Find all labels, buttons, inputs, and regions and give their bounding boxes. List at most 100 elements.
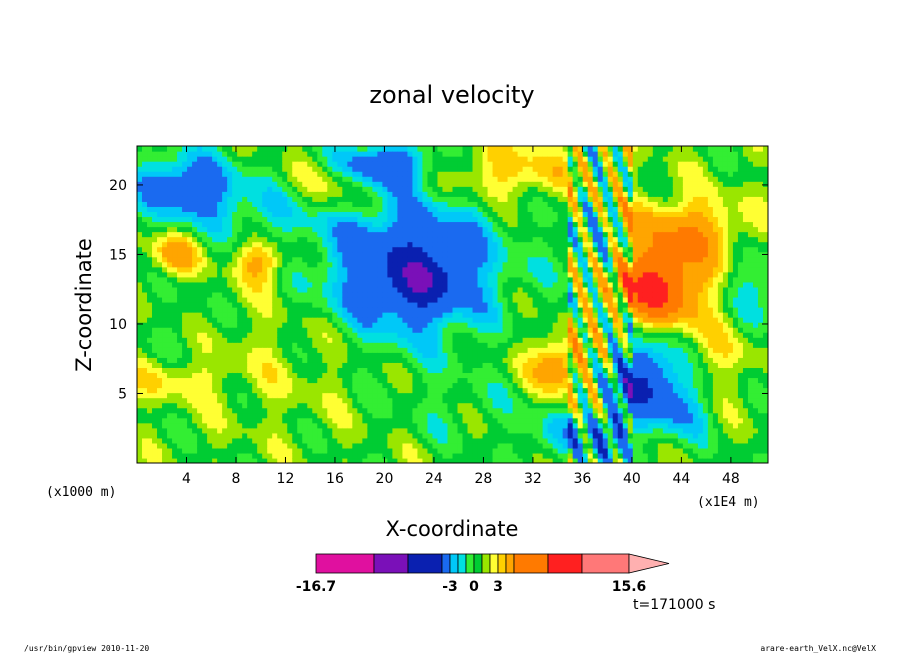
field-cell <box>172 271 178 278</box>
field-cell <box>477 307 484 313</box>
field-cell <box>492 181 499 187</box>
field-cell <box>212 211 218 218</box>
field-cell <box>192 307 198 313</box>
field-cell <box>147 332 153 338</box>
field-cell <box>137 342 143 348</box>
field-cell <box>322 236 328 243</box>
field-cell <box>377 452 383 459</box>
field-cell <box>172 422 178 429</box>
field-cell <box>502 166 509 172</box>
field-cell <box>297 337 303 343</box>
field-cell <box>202 216 208 223</box>
field-cell <box>362 231 368 238</box>
field-cell <box>357 407 363 414</box>
field-cell <box>512 457 519 463</box>
field-cell <box>487 317 494 323</box>
field-cell <box>262 276 268 283</box>
field-cell <box>137 367 143 374</box>
field-cell <box>407 387 414 394</box>
field-cell <box>337 261 343 268</box>
field-cell <box>142 372 148 379</box>
field-cell <box>192 146 198 152</box>
field-cell <box>302 442 308 449</box>
field-cell <box>287 437 293 444</box>
field-cell <box>197 387 203 394</box>
field-cell <box>477 332 484 338</box>
field-cell <box>207 422 213 429</box>
field-cell <box>337 151 343 157</box>
field-cell <box>402 236 409 243</box>
field-cell <box>467 382 474 389</box>
field-cell <box>292 412 298 419</box>
field-cell <box>317 301 323 308</box>
field-cell <box>497 412 504 419</box>
field-cell <box>207 256 213 263</box>
field-cell <box>232 156 238 162</box>
field-cell <box>432 221 439 228</box>
field-cell <box>357 211 363 218</box>
field-cell <box>252 201 258 207</box>
field-cell <box>177 412 183 419</box>
field-cell <box>492 231 499 238</box>
field-cell <box>267 397 273 404</box>
field-cell <box>422 427 429 434</box>
field-cell <box>427 452 434 459</box>
field-cell <box>447 357 454 363</box>
field-cell <box>367 347 373 353</box>
field-cell <box>197 377 203 384</box>
field-cell <box>157 236 163 243</box>
field-cell <box>307 307 313 313</box>
field-cell <box>487 281 494 288</box>
field-cell <box>427 196 434 202</box>
field-cell <box>152 271 158 278</box>
field-cell <box>337 276 343 283</box>
field-cell <box>457 206 464 213</box>
field-cell <box>237 452 243 459</box>
field-cell <box>177 452 183 459</box>
field-cell <box>147 256 153 263</box>
field-cell <box>467 422 474 429</box>
field-cell <box>527 457 534 463</box>
field-cell <box>527 432 534 439</box>
field-cell <box>452 422 459 429</box>
field-cell <box>527 367 534 374</box>
field-cell <box>417 256 424 263</box>
field-cell <box>402 332 409 338</box>
field-cell <box>187 301 193 308</box>
field-cell <box>162 196 168 202</box>
field-cell <box>392 286 399 293</box>
field-cell <box>402 221 409 228</box>
field-cell <box>502 387 509 394</box>
field-cell <box>137 171 143 177</box>
field-cell <box>437 191 444 197</box>
field-cell <box>417 271 424 278</box>
field-cell <box>162 276 168 283</box>
field-cell <box>522 226 529 233</box>
field-cell <box>252 307 258 313</box>
field-cell <box>152 291 158 298</box>
field-cell <box>337 442 343 449</box>
field-cell <box>282 317 288 323</box>
field-cell <box>432 367 439 374</box>
field-cell <box>297 296 303 303</box>
field-cell <box>152 181 158 187</box>
field-cell <box>502 236 509 243</box>
field-cell <box>302 457 308 463</box>
field-cell <box>437 402 444 409</box>
field-cell <box>337 216 343 223</box>
field-cell <box>367 432 373 439</box>
field-cell <box>182 151 188 157</box>
field-cell <box>517 271 524 278</box>
field-cell <box>497 322 504 328</box>
field-cell <box>212 332 218 338</box>
field-cell <box>477 367 484 374</box>
field-cell <box>272 347 278 353</box>
field-cell <box>407 407 414 414</box>
field-cell <box>342 447 348 454</box>
field-cell <box>242 251 248 258</box>
field-cell <box>382 236 388 243</box>
field-cell <box>197 201 203 207</box>
field-cell <box>432 387 439 394</box>
field-cell <box>137 317 143 323</box>
field-cell <box>222 186 228 192</box>
